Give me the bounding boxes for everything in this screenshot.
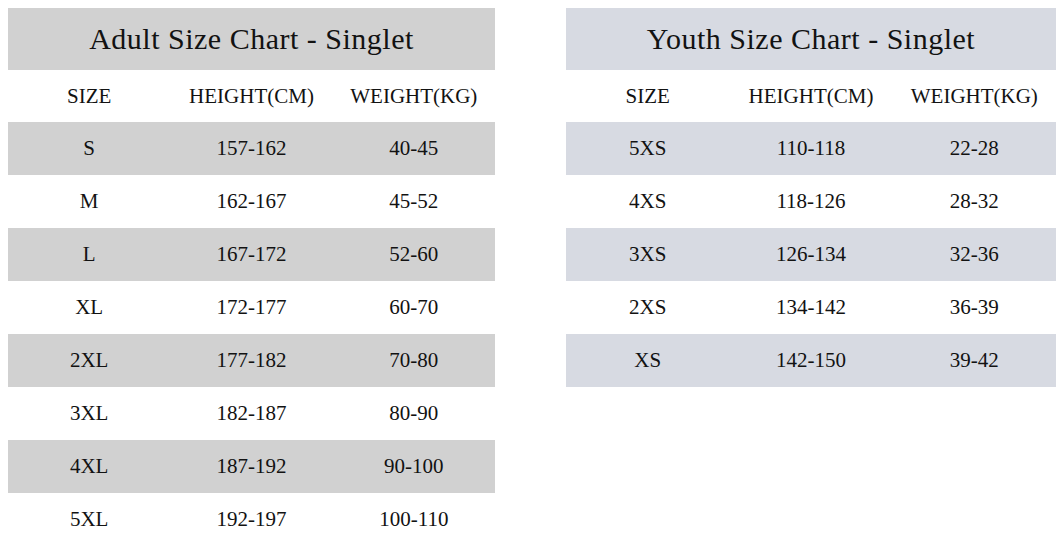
column-header-height: HEIGHT(CM) [170,84,332,109]
height-cell: 134-142 [729,295,892,320]
height-cell: 167-172 [170,242,332,267]
adult-size-rows: S157-16240-45M162-16745-52L167-17252-60X… [8,122,495,546]
adult-column-header-row: SIZE HEIGHT(CM) WEIGHT(KG) [8,70,495,122]
youth-size-rows: 5XS110-11822-284XS118-12628-323XS126-134… [566,122,1056,387]
height-cell: 182-187 [170,401,332,426]
size-cell: M [8,189,170,214]
height-cell: 177-182 [170,348,332,373]
size-cell: 3XS [566,242,729,267]
column-header-weight: WEIGHT(KG) [333,84,495,109]
size-cell: 5XL [8,507,170,532]
size-charts-image: Adult Size Chart - Singlet SIZE HEIGHT(C… [0,0,1064,550]
weight-cell: 28-32 [893,189,1056,214]
size-cell: 3XL [8,401,170,426]
size-cell: XL [8,295,170,320]
weight-cell: 36-39 [893,295,1056,320]
size-row: L167-17252-60 [8,228,495,281]
weight-cell: 39-42 [893,348,1056,373]
size-cell: 2XS [566,295,729,320]
size-row: 4XS118-12628-32 [566,175,1056,228]
height-cell: 142-150 [729,348,892,373]
size-row: 2XL177-18270-80 [8,334,495,387]
size-row: XL172-17760-70 [8,281,495,334]
weight-cell: 40-45 [333,136,495,161]
weight-cell: 100-110 [333,507,495,532]
weight-cell: 45-52 [333,189,495,214]
weight-cell: 80-90 [333,401,495,426]
column-header-height: HEIGHT(CM) [729,84,892,109]
height-cell: 172-177 [170,295,332,320]
size-cell: 5XS [566,136,729,161]
weight-cell: 90-100 [333,454,495,479]
column-header-weight: WEIGHT(KG) [893,84,1056,109]
youth-size-chart-table: Youth Size Chart - Singlet SIZE HEIGHT(C… [566,8,1056,387]
height-cell: 110-118 [729,136,892,161]
size-row: 5XS110-11822-28 [566,122,1056,175]
size-cell: 4XS [566,189,729,214]
size-cell: 2XL [8,348,170,373]
size-row: S157-16240-45 [8,122,495,175]
size-row: M162-16745-52 [8,175,495,228]
adult-size-chart-table: Adult Size Chart - Singlet SIZE HEIGHT(C… [8,8,495,546]
column-header-size: SIZE [8,84,170,109]
weight-cell: 70-80 [333,348,495,373]
youth-column-header-row: SIZE HEIGHT(CM) WEIGHT(KG) [566,70,1056,122]
size-row: 4XL187-19290-100 [8,440,495,493]
size-row: 5XL192-197100-110 [8,493,495,546]
size-row: 3XL182-18780-90 [8,387,495,440]
size-row: 3XS126-13432-36 [566,228,1056,281]
column-header-size: SIZE [566,84,729,109]
height-cell: 118-126 [729,189,892,214]
youth-chart-title: Youth Size Chart - Singlet [566,8,1056,70]
adult-chart-title: Adult Size Chart - Singlet [8,8,495,70]
height-cell: 157-162 [170,136,332,161]
weight-cell: 22-28 [893,136,1056,161]
size-cell: S [8,136,170,161]
size-row: XS142-15039-42 [566,334,1056,387]
height-cell: 187-192 [170,454,332,479]
height-cell: 162-167 [170,189,332,214]
height-cell: 192-197 [170,507,332,532]
size-row: 2XS134-14236-39 [566,281,1056,334]
size-cell: L [8,242,170,267]
weight-cell: 52-60 [333,242,495,267]
size-cell: 4XL [8,454,170,479]
height-cell: 126-134 [729,242,892,267]
size-cell: XS [566,348,729,373]
weight-cell: 32-36 [893,242,1056,267]
weight-cell: 60-70 [333,295,495,320]
